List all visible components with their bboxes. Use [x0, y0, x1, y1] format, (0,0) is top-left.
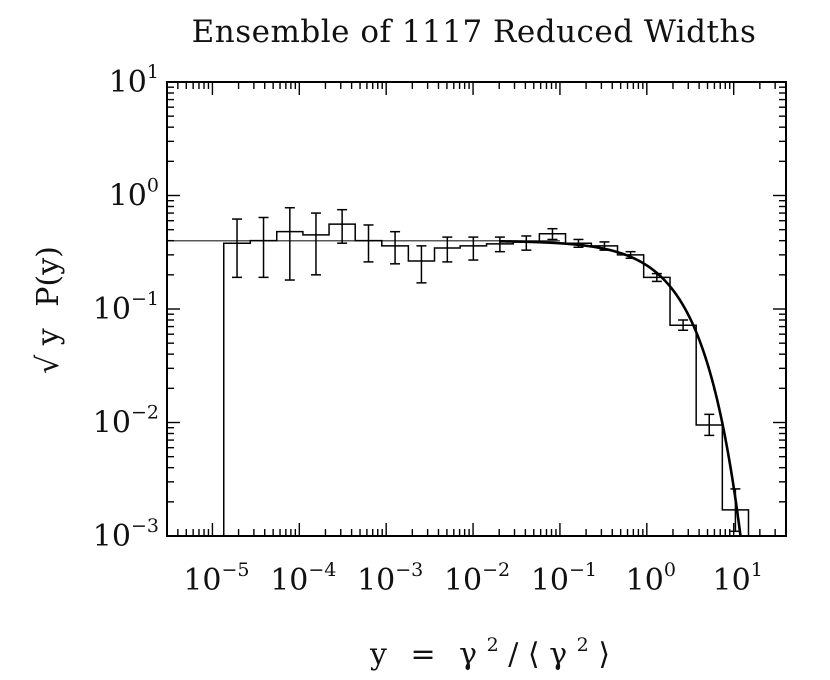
x-axis-label-langle: ⟨ — [528, 637, 540, 672]
error-bar-3 — [284, 206, 295, 281]
x-tick-label: 101 — [713, 559, 763, 598]
x-tick-label: 10−5 — [183, 559, 249, 598]
tick-label-base: 10 — [270, 563, 308, 598]
error-bar-4 — [310, 212, 321, 276]
error-bar-16 — [625, 250, 636, 259]
error-bar-17 — [651, 272, 662, 283]
tick-label-exponent: 0 — [147, 175, 159, 197]
tick-label-exponent: 1 — [147, 61, 159, 83]
x-tick-label: 10−1 — [531, 559, 597, 598]
x-tick-label: 10−2 — [444, 559, 510, 598]
y-tick-label: 100 — [109, 175, 159, 214]
tick-label-exponent: 1 — [751, 559, 763, 581]
tick-label-base: 10 — [713, 563, 751, 598]
tick-label-exponent: −5 — [222, 559, 250, 581]
error-bar-14 — [573, 238, 584, 248]
y-tick-label: 10−1 — [93, 288, 159, 327]
plot-frame — [166, 81, 787, 537]
y-tick-label: 101 — [109, 61, 159, 100]
x-tick-label: 10−3 — [357, 559, 423, 598]
y-tick-label: 10−2 — [93, 402, 159, 441]
error-bar-2 — [258, 216, 269, 279]
tick-label-base: 10 — [93, 292, 131, 327]
tick-label-exponent: −1 — [131, 288, 159, 310]
error-bar-8 — [416, 245, 427, 284]
error-bar-7 — [390, 230, 401, 265]
error-bar-13 — [547, 227, 558, 241]
x-axis-label-rangle: ⟩ — [598, 637, 610, 672]
histogram-steps — [223, 223, 750, 536]
plot-content — [167, 206, 750, 536]
x-tick-label: 10−4 — [270, 559, 336, 598]
svg-text:√ y P(y): √ y P(y) — [31, 246, 66, 374]
plot-area — [166, 81, 787, 537]
tick-label-base: 10 — [93, 519, 131, 554]
x-axis-label: y = γ 2 / ⟨ γ 2 ⟩ — [369, 624, 610, 672]
y-axis-label: √ y P(y) — [31, 246, 66, 374]
tick-label-exponent: −2 — [131, 402, 159, 424]
tick-label-exponent: −3 — [131, 515, 159, 537]
tick-label-exponent: −3 — [395, 559, 423, 581]
error-bar-20 — [730, 488, 741, 533]
porter-thomas-curve — [499, 239, 742, 536]
error-bar-10 — [468, 236, 479, 261]
tick-label-base: 10 — [93, 406, 131, 441]
x-axis-label-eq: = — [410, 637, 435, 672]
error-bar-1 — [232, 218, 243, 279]
tick-marks — [166, 81, 787, 537]
chart-title: Ensemble of 1117 Reduced Widths — [192, 14, 757, 50]
tick-label-exponent: −1 — [569, 559, 597, 581]
tick-label-base: 10 — [444, 563, 482, 598]
error-bar-18 — [678, 319, 689, 331]
x-axis-label-slash: / — [508, 637, 519, 672]
error-bar-19 — [704, 413, 715, 437]
tick-label-exponent: −2 — [482, 559, 510, 581]
tick-label-base: 10 — [531, 563, 569, 598]
tick-label-base: 10 — [109, 65, 147, 100]
tick-label-base: 10 — [357, 563, 395, 598]
tick-label-base: 10 — [626, 563, 664, 598]
error-bar-5 — [337, 208, 348, 244]
error-bar-6 — [363, 224, 374, 263]
x-tick-labels: 10−5 10−4 10−3 10−2 10−1 100 101 — [183, 559, 763, 598]
x-axis-label-y: y — [369, 637, 387, 672]
y-tick-label: 10−3 — [93, 515, 159, 554]
y-axis-label-y: y — [31, 328, 66, 346]
y-axis-label-p: P(y) — [31, 246, 66, 307]
tick-label-base: 10 — [183, 563, 221, 598]
tick-label-exponent: −4 — [308, 559, 336, 581]
x-axis-label-gamma: γ — [459, 637, 477, 672]
x-axis-label-sup: 2 — [487, 634, 499, 656]
error-bar-15 — [599, 241, 610, 251]
x-axis-label-sup2: 2 — [577, 634, 589, 656]
y-axis-label-root: √ — [31, 354, 66, 374]
error-bar-11 — [494, 236, 505, 253]
x-tick-label: 100 — [626, 559, 676, 598]
error-bar-9 — [442, 236, 453, 263]
tick-label-base: 10 — [109, 179, 147, 214]
x-axis-label-gamma2: γ — [549, 637, 567, 672]
error-bar-12 — [521, 235, 532, 251]
tick-label-exponent: 0 — [664, 559, 676, 581]
